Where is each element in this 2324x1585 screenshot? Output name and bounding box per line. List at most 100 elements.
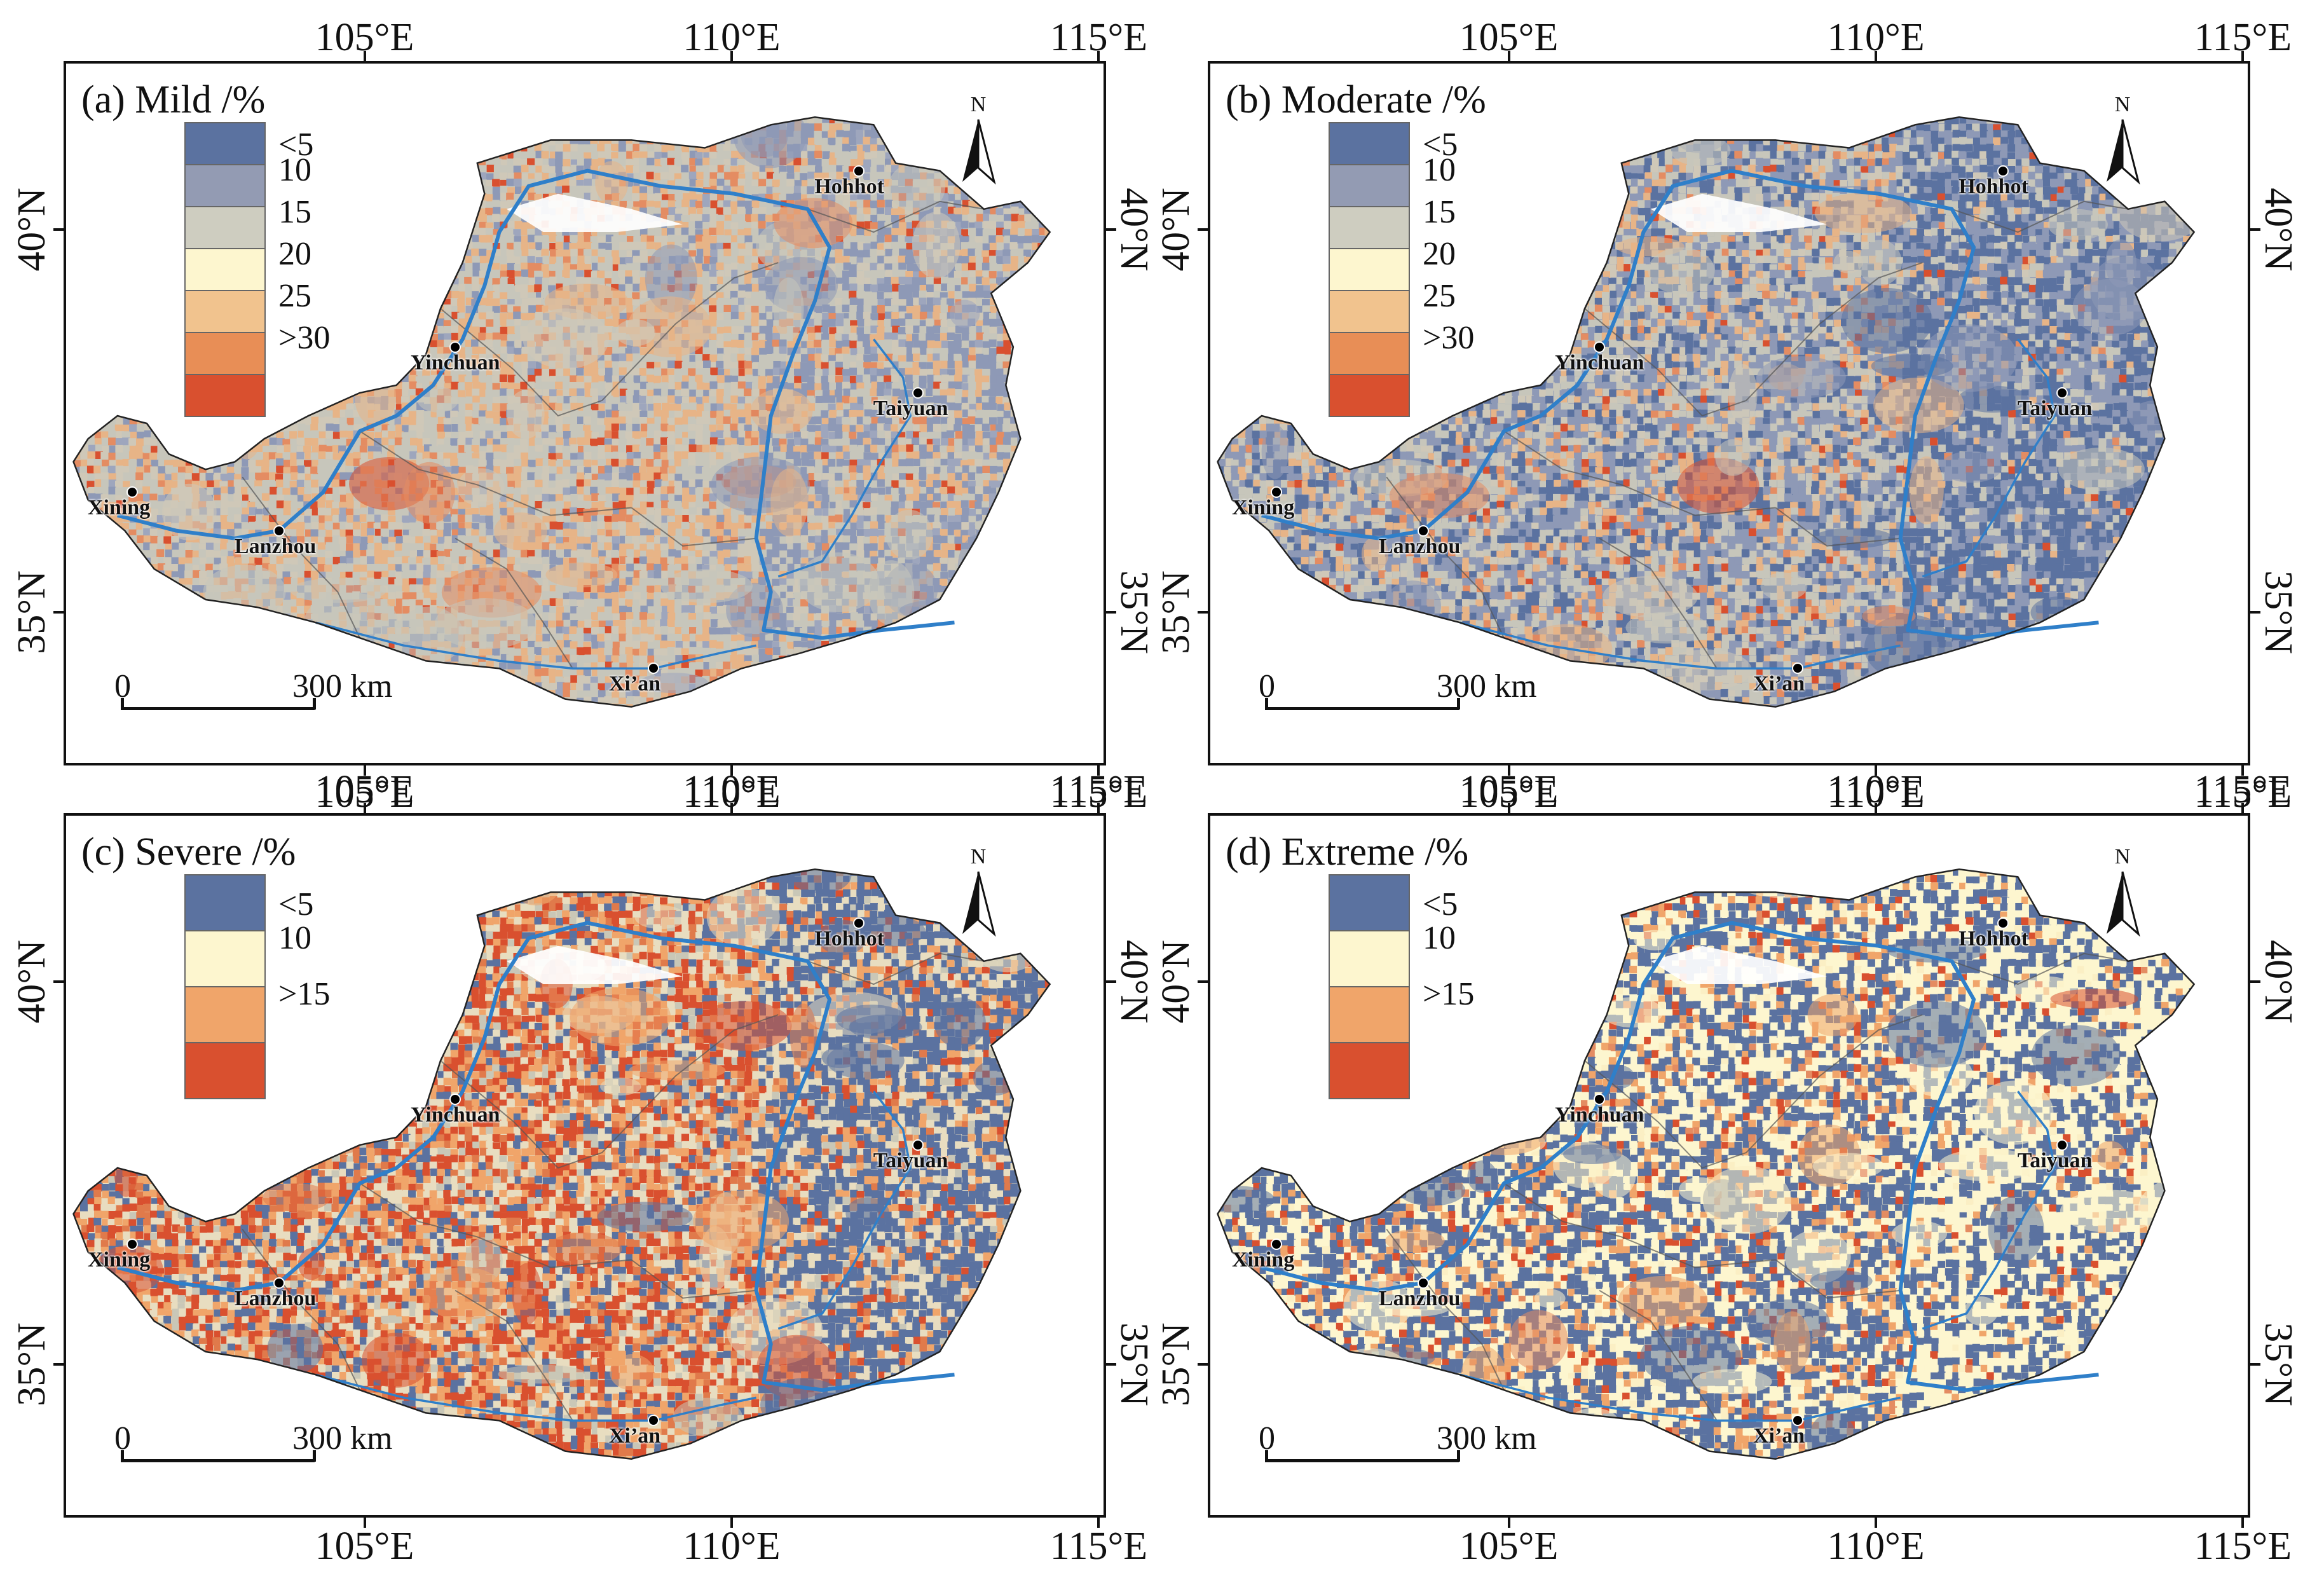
city-label: Xi’an [1753, 672, 1805, 696]
city-label: Yinchuan [1555, 1103, 1644, 1127]
north-arrow: N [2100, 93, 2145, 188]
legend-swatch [1329, 122, 1410, 165]
admin-boundary [631, 507, 756, 547]
tributary-river [315, 621, 756, 670]
legend-swatch [1329, 206, 1410, 249]
legend-label: 20 [1423, 237, 1456, 271]
tick-mark [730, 1518, 733, 1528]
admin-boundary [1599, 1289, 1718, 1421]
city-marker [449, 341, 461, 353]
legend-swatch [184, 206, 266, 249]
tick-mark [53, 980, 64, 983]
city-marker [2056, 387, 2068, 399]
tick-mark [1507, 803, 1510, 813]
legend-label: 20 [278, 237, 311, 271]
lat-label-right: 35°N [2257, 570, 2300, 654]
tick-mark [1198, 1363, 1208, 1366]
scale-tick [1457, 1450, 1460, 1462]
legend-swatch [184, 374, 266, 417]
lon-label-top: 110°E [683, 18, 780, 57]
panel-title: (b) Moderate /% [1226, 78, 1486, 123]
north-label: N [2100, 93, 2145, 117]
city-marker [1791, 662, 1803, 675]
lon-label-top: 110°E [1827, 18, 1924, 57]
admin-boundary [807, 952, 984, 985]
city-marker [853, 917, 865, 929]
scale-tick [313, 698, 316, 710]
city-label: Hohhot [814, 927, 884, 951]
lat-label-right: 35°N [2257, 1322, 2300, 1406]
legend-swatch [1329, 290, 1410, 333]
tick-mark [53, 1363, 64, 1366]
city-label: Lanzhou [1379, 535, 1461, 559]
legend-label: >30 [278, 321, 330, 355]
admin-boundary [1951, 952, 2128, 985]
lat-label-right: 40°N [2257, 940, 2300, 1024]
lon-label-top: 105°E [315, 18, 414, 57]
city-marker [449, 1093, 461, 1105]
tick-mark [2241, 51, 2245, 61]
scale-line [1265, 707, 1459, 710]
tick-mark [1097, 765, 1100, 776]
plateau-outline [72, 116, 1051, 708]
tick-mark [730, 765, 733, 776]
admin-boundary [1584, 1014, 1923, 1169]
tick-mark [1106, 611, 1116, 614]
tributary-river [1459, 621, 1901, 670]
admin-boundary [440, 1014, 779, 1169]
north-label: N [2100, 845, 2145, 869]
desert-patch [507, 193, 683, 232]
lon-label-top: 110°E [1827, 770, 1924, 809]
city-label: Lanzhou [235, 1287, 317, 1311]
north-arrow-icon [962, 119, 996, 185]
legend-swatch [1329, 874, 1410, 931]
legend-label: <5 [1423, 128, 1458, 161]
admin-boundary [1503, 430, 1776, 516]
city-marker [1594, 341, 1606, 353]
scale-tick [121, 1450, 124, 1462]
scale-distance: 300 km [1437, 1420, 1536, 1457]
north-arrow: N [2100, 845, 2145, 940]
north-arrow: N [956, 93, 1001, 188]
map-panel-3: 105°E 105°E 110°E 110°E 115°E 115°E 40°N 40°N 35… [1144, 752, 2300, 1566]
tributary-river [777, 1090, 912, 1330]
legend-label: >15 [278, 978, 330, 1011]
city-marker [1997, 165, 2009, 177]
admin-boundary [1599, 537, 1718, 669]
map-frame: Hohhot Yinchuan Taiyuan Xining Lanzhou Xi’an (… [1208, 61, 2250, 765]
tick-mark [1874, 51, 1877, 61]
lon-label-top: 110°E [683, 770, 780, 809]
scale-tick [1457, 698, 1460, 710]
city-label: Hohhot [1958, 175, 2028, 199]
city-label: Xi’an [1753, 1424, 1805, 1448]
tick-mark [53, 611, 64, 614]
admin-boundary [1386, 1228, 1505, 1390]
city-marker [1270, 1238, 1282, 1251]
lon-label-top: 115°E [2194, 770, 2292, 809]
tributary-river [1459, 1373, 1901, 1422]
legend-swatch [184, 122, 266, 165]
lon-label-bottom: 115°E [1050, 1527, 1147, 1566]
legend-label: 10 [278, 153, 311, 187]
lat-label-left: 40°N [1154, 940, 1198, 1024]
legend-label: <5 [278, 888, 313, 921]
legend-swatch [184, 874, 266, 931]
tick-mark [1507, 1518, 1510, 1528]
legend-swatch [1329, 986, 1410, 1043]
lat-label-left: 40°N [10, 188, 53, 271]
city-label: Taiyuan [873, 397, 948, 421]
legend-label: 25 [1423, 279, 1456, 313]
north-arrow-icon [962, 871, 996, 937]
tributary-river [777, 338, 912, 578]
lon-label-bottom: 105°E [1459, 1527, 1559, 1566]
scale-tick [1265, 1450, 1268, 1462]
city-marker [1417, 525, 1429, 537]
tick-mark [2241, 803, 2245, 813]
scale-bar: 0 300 km [114, 1420, 392, 1471]
tick-mark [730, 803, 733, 813]
legend-swatch [184, 1042, 266, 1099]
legend-swatch [1329, 930, 1410, 987]
lon-label-bottom: 105°E [315, 1527, 414, 1566]
scale-distance: 300 km [292, 1420, 392, 1457]
map-frame: Hohhot Yinchuan Taiyuan Xining Lanzhou Xi’an (… [64, 813, 1106, 1518]
